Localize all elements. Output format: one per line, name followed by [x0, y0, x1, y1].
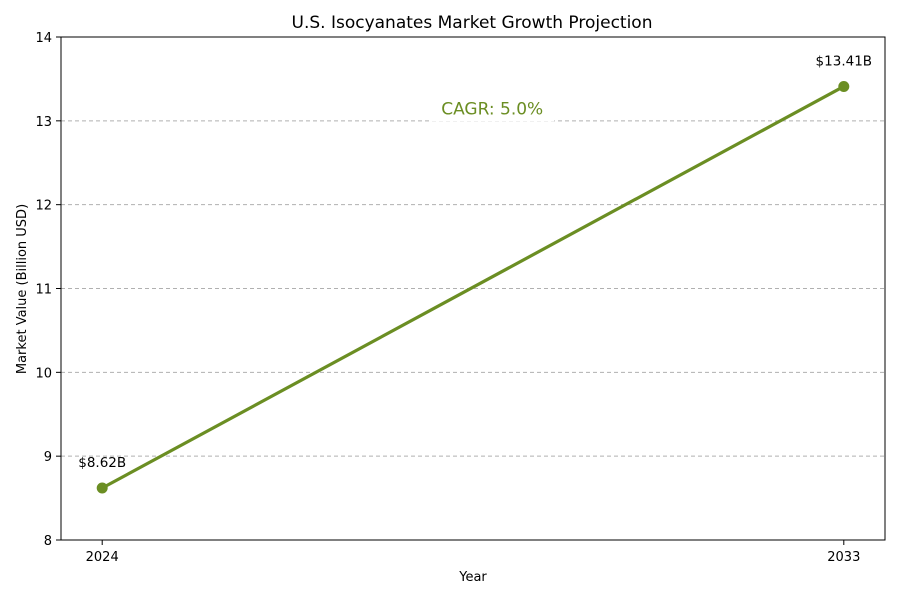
data-point	[96, 482, 108, 494]
series-layer: $8.62B $13.41B	[78, 53, 873, 494]
cagr-label-background	[430, 95, 555, 122]
y-tick-label: 13	[35, 115, 52, 130]
x-axis-title: Year	[458, 570, 487, 585]
y-tick-label: 12	[35, 199, 52, 214]
y-tick-label: 9	[44, 450, 52, 465]
grid-lines	[61, 120, 885, 457]
y-axis: 8 9 10 11 12 13 14	[35, 31, 61, 549]
cagr-annotation: CAGR: 5.0%	[441, 99, 543, 119]
annotations: CAGR: 5.0%	[430, 95, 555, 122]
series-line	[100, 84, 846, 490]
data-point	[838, 80, 850, 92]
y-tick-label: 14	[35, 31, 52, 46]
data-label: $13.41B	[816, 53, 873, 69]
y-axis-title: Market Value (Billion USD)	[15, 204, 30, 374]
y-tick-label: 8	[44, 534, 52, 549]
x-tick-label: 2033	[827, 550, 860, 565]
x-tick-label: 2024	[86, 550, 119, 565]
y-tick-label: 11	[35, 283, 52, 298]
x-axis: 2024 2033	[86, 540, 860, 565]
y-tick-label: 10	[35, 366, 52, 381]
data-label: $8.62B	[78, 455, 126, 471]
chart-title: U.S. Isocyanates Market Growth Projectio…	[292, 13, 653, 33]
